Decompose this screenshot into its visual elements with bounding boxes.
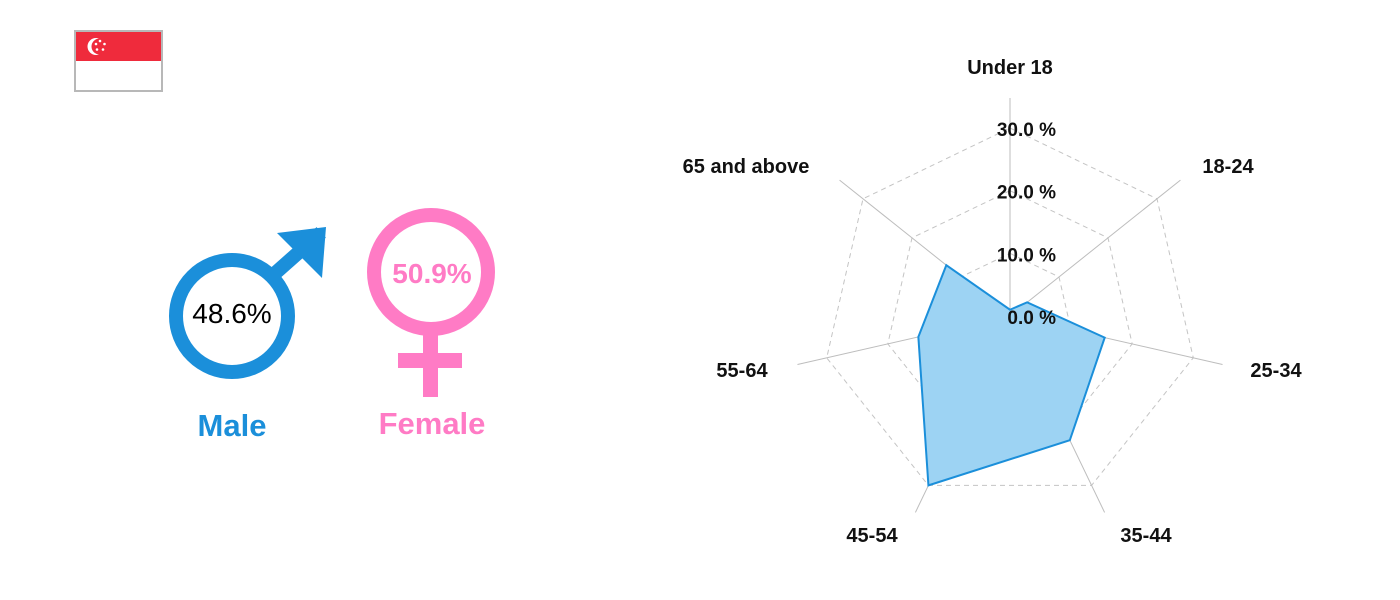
tick-label: 0.0 %: [1007, 308, 1056, 329]
male-symbol-icon: [169, 227, 326, 379]
female-percentage: 50.9%: [392, 258, 472, 289]
singapore-flag: [74, 30, 163, 92]
category-label: 45-54: [846, 525, 898, 547]
tick-label: 30.0 %: [997, 120, 1056, 141]
age-radar-chart: 0.0 % 10.0 % 20.0 % 30.0 % Under 18 18-24 25-…: [683, 57, 1303, 547]
axis-line: [1009, 179, 1181, 317]
category-label: 25-34: [1250, 360, 1302, 382]
crescent-stars-emblem: [87, 38, 108, 55]
male-percentage: 48.6%: [192, 298, 272, 329]
category-label: 65 and above: [683, 156, 810, 178]
grid-ring: [826, 127, 1194, 486]
series-area: [917, 263, 1106, 487]
radar-category-labels: Under 18 18-24 25-34 35-44 45-54 55-64 65 and …: [683, 57, 1303, 547]
tick-label: 10.0 %: [997, 245, 1056, 266]
category-label: Under 18: [967, 57, 1053, 79]
male-label: Male: [197, 408, 267, 443]
radar-tick-labels: 0.0 % 10.0 % 20.0 % 30.0 %: [997, 120, 1056, 329]
category-label: 55-64: [716, 360, 768, 382]
tick-label: 20.0 %: [997, 183, 1056, 204]
category-label: 18-24: [1202, 156, 1254, 178]
flag-white-band: [76, 61, 161, 90]
category-label: 35-44: [1120, 525, 1172, 547]
female-symbol-icon: [367, 208, 495, 397]
gender-symbols: [169, 208, 495, 397]
radar-series: [917, 263, 1106, 487]
female-label: Female: [378, 406, 486, 441]
